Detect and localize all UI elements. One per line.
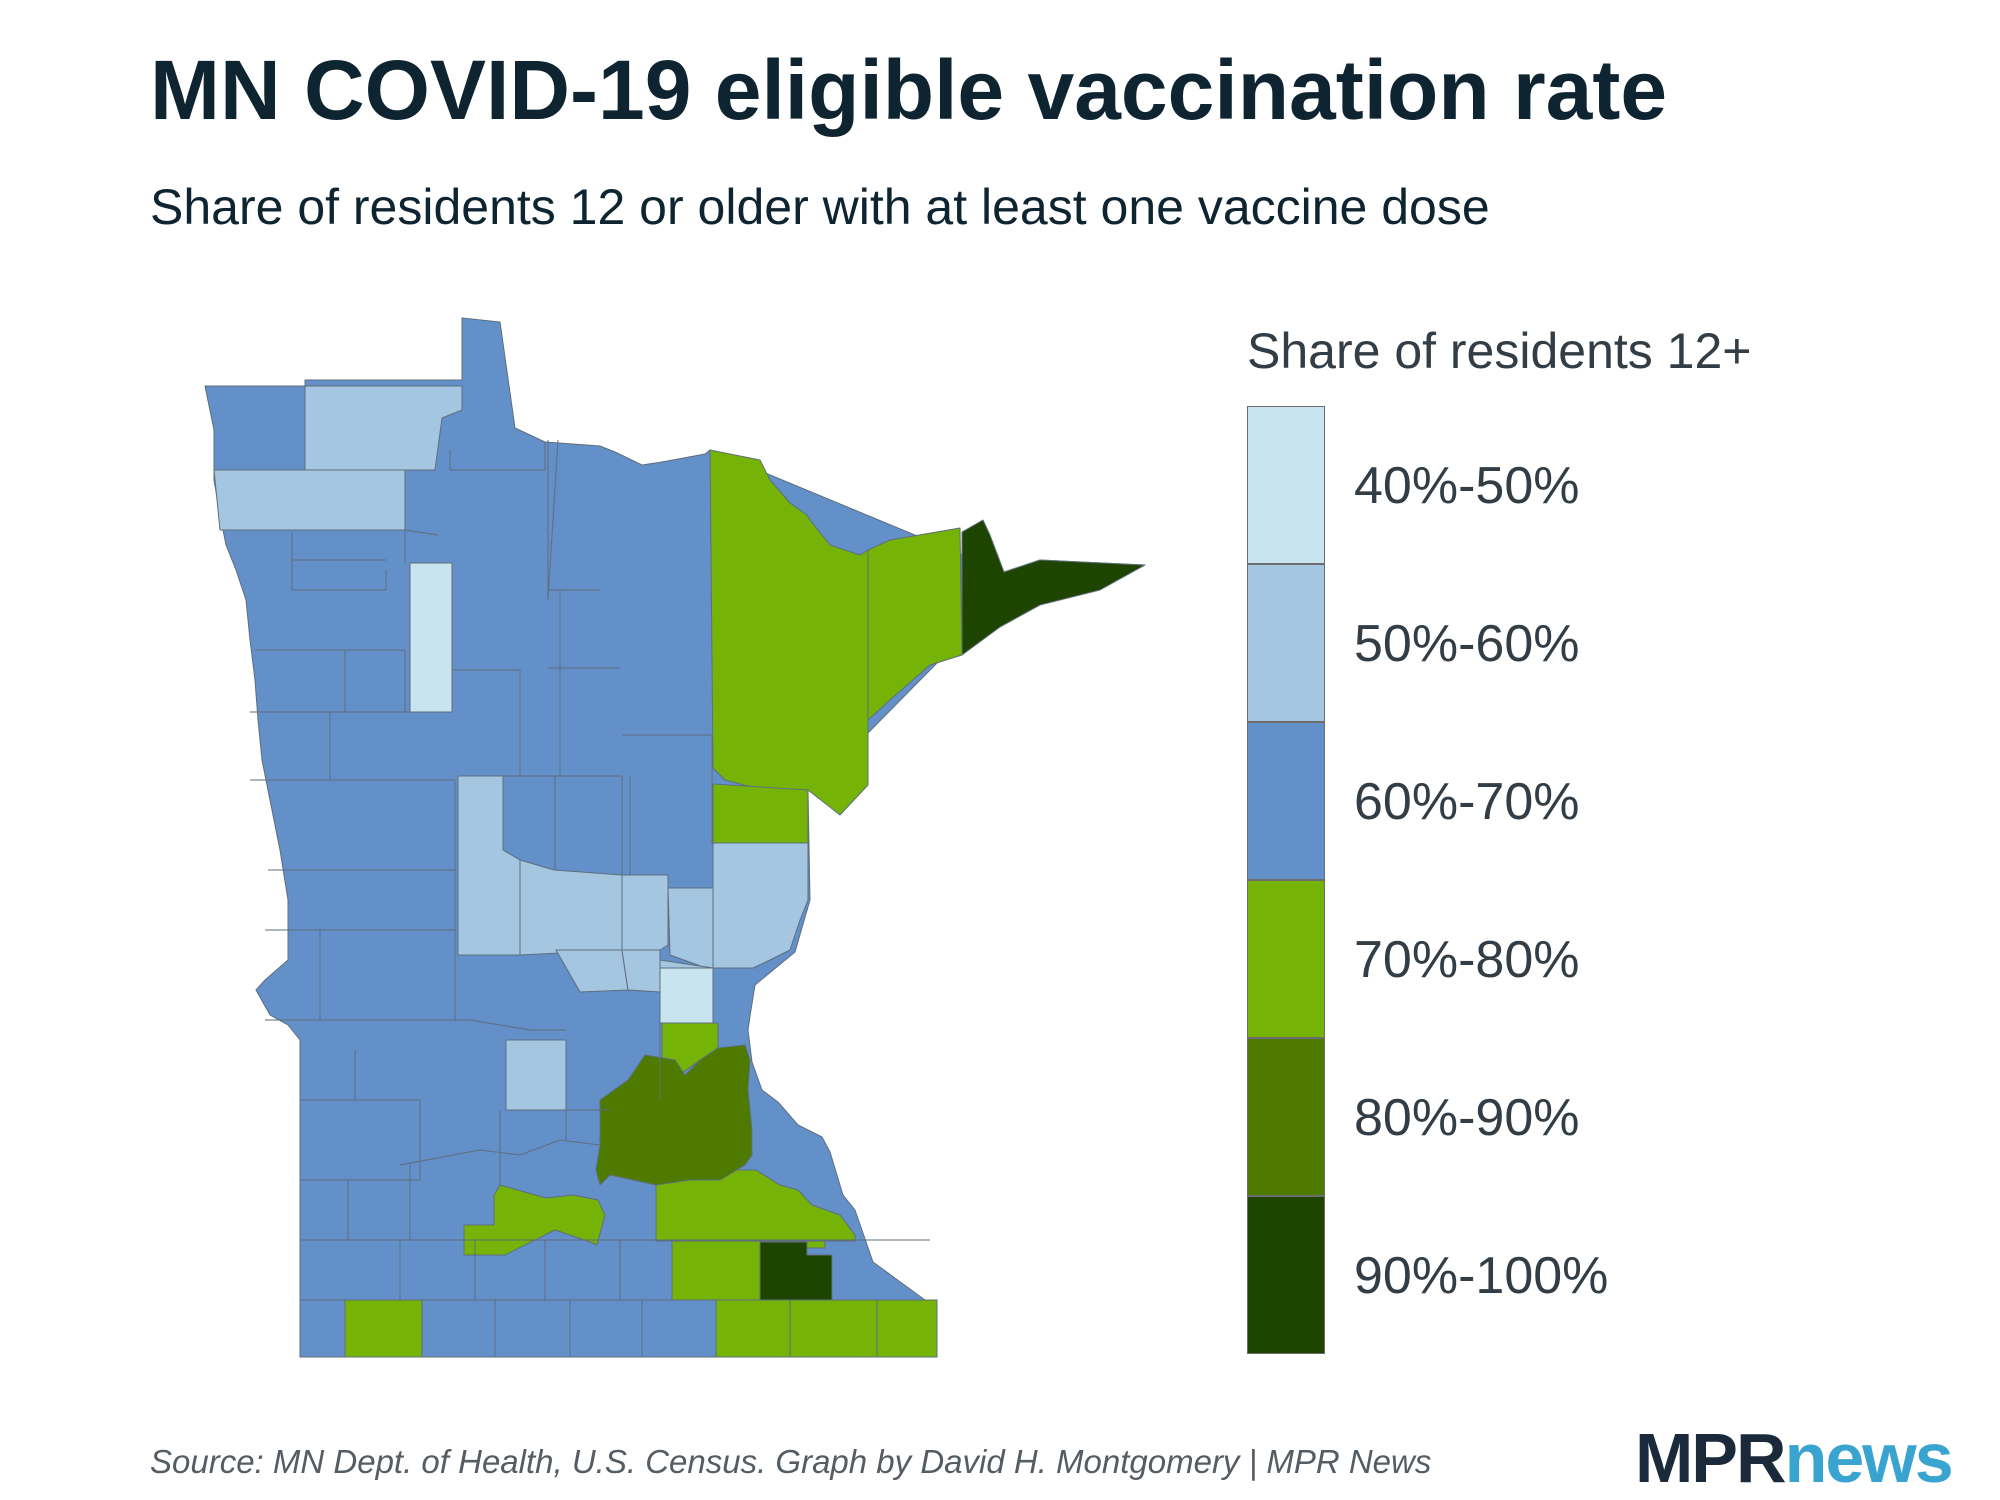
county-carlton bbox=[712, 783, 809, 844]
legend-swatch-90-100 bbox=[1247, 1196, 1325, 1354]
county-kanabec bbox=[621, 874, 669, 951]
chart-title: MN COVID-19 eligible vaccination rate bbox=[150, 43, 1668, 137]
legend-swatch-50-60 bbox=[1247, 564, 1325, 722]
county-mille-lacs-region bbox=[519, 859, 623, 956]
legend-label-60-70: 60%-70% bbox=[1354, 773, 1580, 831]
mpr-news-logo: MPRnews bbox=[1635, 1418, 1954, 1498]
county-mahnomen-region bbox=[409, 562, 453, 713]
legend-label-90-100: 90%-100% bbox=[1354, 1247, 1609, 1305]
county-marshall bbox=[213, 469, 406, 531]
legend-swatch-70-80 bbox=[1247, 880, 1325, 1038]
logo-news: news bbox=[1784, 1419, 1954, 1497]
legend-title: Share of residents 12+ bbox=[1247, 323, 1752, 379]
county-pine bbox=[712, 842, 809, 969]
legend-label-50-60: 50%-60% bbox=[1354, 615, 1580, 673]
county-olmsted bbox=[759, 1241, 833, 1301]
county-faribault-left bbox=[344, 1299, 423, 1358]
legend-label-80-90: 80%-90% bbox=[1354, 1089, 1580, 1147]
county-chisago-region bbox=[659, 967, 714, 1024]
chart-subtitle: Share of residents 12 or older with at l… bbox=[150, 179, 1490, 235]
source-note: Source: MN Dept. of Health, U.S. Census.… bbox=[150, 1443, 1432, 1480]
county-lake bbox=[867, 527, 963, 721]
legend-swatch-60-70 bbox=[1247, 722, 1325, 880]
county-cook bbox=[961, 519, 1146, 656]
county-st-louis bbox=[709, 449, 869, 816]
county-freeborn-region bbox=[715, 1299, 938, 1358]
legend-swatch-80-90 bbox=[1247, 1038, 1325, 1196]
county-nicollet-region bbox=[463, 1184, 606, 1256]
legend-label-40-50: 40%-50% bbox=[1354, 457, 1580, 515]
logo-mpr: MPR bbox=[1635, 1419, 1787, 1497]
legend-swatch-40-50 bbox=[1247, 406, 1325, 564]
county-sherburne-region bbox=[621, 949, 661, 993]
county-dodge-region bbox=[671, 1240, 761, 1301]
county-isanti-region bbox=[667, 887, 714, 969]
county-metro bbox=[595, 1044, 753, 1186]
county-borders bbox=[250, 386, 930, 1357]
county-mcleod bbox=[505, 1039, 567, 1111]
legend-label-70-80: 70%-80% bbox=[1354, 931, 1580, 989]
